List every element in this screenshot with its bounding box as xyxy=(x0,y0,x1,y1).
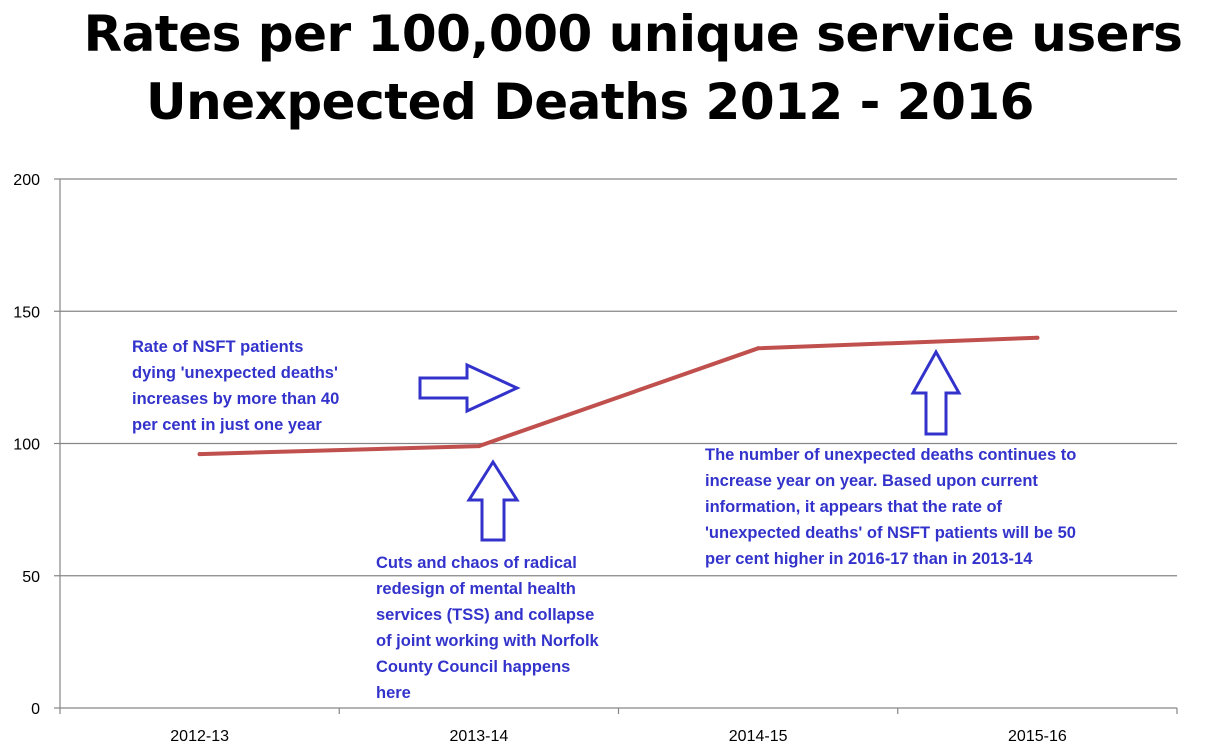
x-tick-label: 2013-14 xyxy=(450,728,509,745)
data-point xyxy=(476,444,481,449)
data-point xyxy=(1035,335,1040,340)
y-tick-label: 50 xyxy=(22,569,40,586)
annotation-arrows xyxy=(418,348,962,542)
data-point xyxy=(197,452,202,457)
x-tick-label: 2014-15 xyxy=(729,728,788,745)
series-layer xyxy=(197,335,1040,457)
up-arrow-icon xyxy=(910,348,962,436)
y-tick-label: 150 xyxy=(13,304,40,321)
gridlines xyxy=(60,178,1177,577)
y-tick-label: 200 xyxy=(13,172,40,189)
chart-title-line-2: Unexpected Deaths 2012 - 2016 xyxy=(146,73,1034,131)
annotation-rate-increase: Rate of NSFT patients dying 'unexpected … xyxy=(132,338,340,434)
y-tick-label: 100 xyxy=(13,437,40,454)
data-point xyxy=(756,346,761,351)
y-tick-label: 0 xyxy=(31,701,40,718)
right-arrow-icon xyxy=(418,362,521,414)
x-tick-label: 2012-13 xyxy=(170,728,229,745)
annotation-cuts-and-chaos: Cuts and chaos of radical redesign of me… xyxy=(376,554,599,702)
chart-title-line-1: Rates per 100,000 unique service users xyxy=(83,5,1183,63)
axes xyxy=(54,178,1178,714)
series-line xyxy=(197,335,1040,457)
annotation-continuing-increase: The number of unexpected deaths continue… xyxy=(705,446,1077,568)
up-arrow-icon xyxy=(466,459,520,542)
x-axis-tick-labels: 2012-13 2013-14 2014-15 2015-16 xyxy=(170,728,1067,745)
x-tick-label: 2015-16 xyxy=(1008,728,1067,745)
y-axis-tick-labels: 0 50 100 150 200 xyxy=(13,172,40,718)
